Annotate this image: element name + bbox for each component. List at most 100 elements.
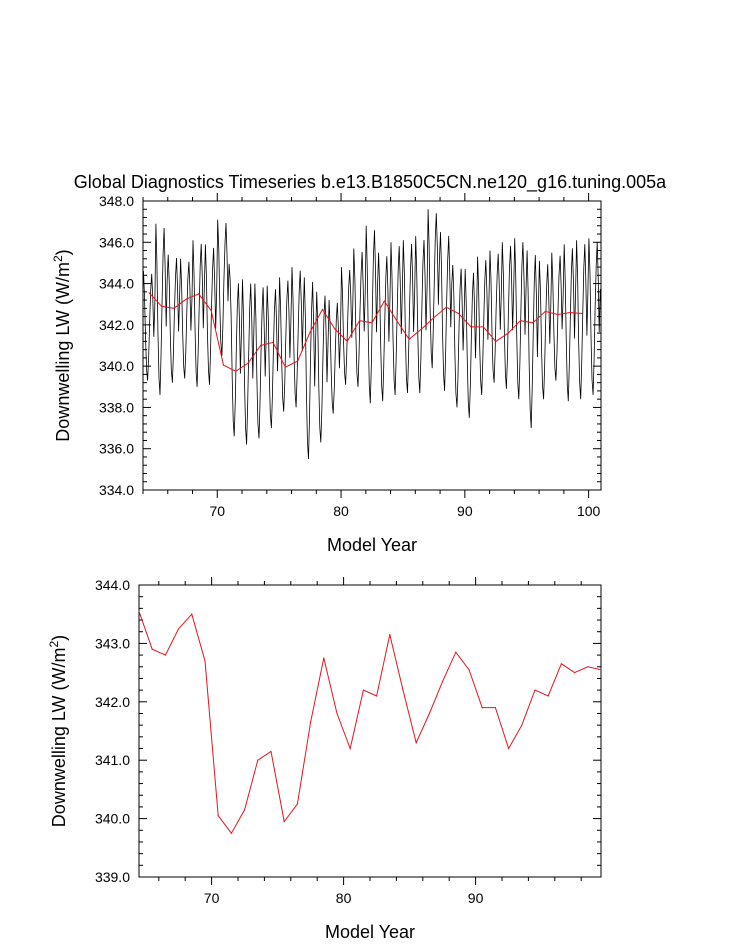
annual-mean-point <box>257 759 259 761</box>
y-axis-title-main: Downwelling LW (W/m <box>53 262 73 442</box>
y-axis-title-superscript: 2 <box>51 255 65 262</box>
annual-mean-point <box>569 311 571 314</box>
y-axis-title: Downwelling LW (W/m2) <box>47 635 69 827</box>
annual-mean-point <box>359 320 361 322</box>
y-tick-label: 340.0 <box>95 811 130 827</box>
annual-mean-point <box>272 341 274 343</box>
x-tick-label: 70 <box>209 503 225 519</box>
annual-mean-point <box>547 695 549 697</box>
annual-mean-point <box>508 747 510 750</box>
annual-mean-point <box>185 298 187 300</box>
chart-title: Global Diagnostics Timeseries b.e13.B185… <box>74 172 667 193</box>
annual-mean-point <box>376 695 378 697</box>
x-tick-label: 90 <box>468 890 484 906</box>
y-tick-label: 341.0 <box>95 752 130 768</box>
top-panel: 334.0 336.0 338.0 340.0 342.0 344.0 346.0 348.0… <box>51 193 602 555</box>
annual-mean-point <box>458 312 460 315</box>
annual-mean-point <box>284 366 286 368</box>
annual-mean-point <box>433 317 435 319</box>
annual-mean-point <box>428 712 430 715</box>
annual-mean-point <box>349 747 351 750</box>
annual-mean-point <box>455 651 457 653</box>
annual-mean-point <box>442 680 444 683</box>
y-tick-label: 336.0 <box>99 441 134 457</box>
annual-mean-point <box>323 657 325 659</box>
y-tick-label: 334.0 <box>99 482 134 498</box>
annual-mean-point <box>402 689 404 691</box>
annual-mean-point <box>230 832 232 834</box>
annual-mean-point <box>161 305 163 307</box>
x-axis-title: Model Year <box>327 535 417 555</box>
annual-mean-point <box>371 322 373 324</box>
annual-mean-point <box>204 660 206 662</box>
annual-mean-point <box>178 628 180 630</box>
annual-mean-point <box>560 663 563 665</box>
y-axis-title-tail: ) <box>49 635 69 641</box>
annual-mean-point <box>296 803 298 805</box>
y-tick-label: 344.0 <box>99 276 134 292</box>
x-tick-label: 70 <box>204 890 220 906</box>
annual-mean-point <box>235 370 237 372</box>
annual-mean-point <box>534 689 536 691</box>
annual-mean-point <box>270 750 272 753</box>
x-tick-label: 100 <box>577 503 601 519</box>
annual-mean-point <box>191 613 193 615</box>
y-tick-label: 339.0 <box>95 869 130 885</box>
annual-mean-point <box>557 313 559 316</box>
monthly-series-line <box>143 209 601 460</box>
annual-mean-point <box>210 309 212 311</box>
annual-mean-point <box>445 306 447 308</box>
annual-mean-point <box>574 672 576 674</box>
annual-mean-point <box>521 724 523 726</box>
annual-mean-point <box>362 689 364 691</box>
annual-mean-point <box>244 809 246 811</box>
annual-mean-point <box>396 320 398 322</box>
annual-mean-point <box>151 648 153 650</box>
annual-mean-line <box>148 292 583 372</box>
annual-mean-point <box>481 707 483 709</box>
y-tick-label: 342.0 <box>95 694 130 710</box>
annual-mean-point <box>173 307 175 309</box>
x-tick-label: 80 <box>336 890 352 906</box>
annual-mean-point <box>346 340 348 342</box>
annual-mean-point <box>247 362 249 364</box>
annual-mean-point <box>581 312 584 315</box>
x-tick-label: 90 <box>457 503 473 519</box>
plot-frame <box>142 200 602 491</box>
annual-mean-point <box>321 308 324 310</box>
y-tick-label: 348.0 <box>99 193 134 209</box>
x-tick-label: 80 <box>333 503 349 519</box>
y-tick-label: 340.0 <box>99 358 134 374</box>
plot-frame <box>138 584 602 878</box>
y-axis-title-superscript: 2 <box>47 640 61 647</box>
annual-mean-point <box>310 721 312 723</box>
annual-mean-point <box>138 610 140 612</box>
annual-mean-point <box>336 712 338 715</box>
annual-mean-point <box>544 310 546 312</box>
annual-mean-point <box>334 328 336 330</box>
annual-mean-point <box>283 820 285 823</box>
annual-mean-point <box>297 360 299 362</box>
annual-mean-point <box>470 326 472 328</box>
annual-mean-point <box>222 364 225 366</box>
annual-mean-point <box>198 293 200 295</box>
annual-mean-point <box>495 340 497 342</box>
x-axis-title: Model Year <box>325 922 415 942</box>
y-tick-label: 338.0 <box>99 399 134 415</box>
annual-mean-point <box>587 666 589 668</box>
y-axis-title-tail: ) <box>53 249 73 255</box>
y-tick-label: 344.0 <box>95 577 130 593</box>
annual-mean-point <box>260 344 262 347</box>
annual-mean-point <box>389 634 391 636</box>
annual-mean-line <box>139 611 601 835</box>
annual-mean-point <box>482 326 484 328</box>
annual-mean-point <box>164 654 166 656</box>
annual-mean-point <box>420 328 423 330</box>
bottom-panel: 339.0 340.0 341.0 342.0 343.0 344.0 70 80 90 Mode… <box>47 577 602 942</box>
y-axis-title-main: Downwelling LW (W/m <box>49 647 69 827</box>
annual-mean-point <box>148 292 150 294</box>
annual-mean-point <box>415 742 417 744</box>
y-tick-label: 346.0 <box>99 234 134 250</box>
annual-mean-point <box>494 707 496 709</box>
